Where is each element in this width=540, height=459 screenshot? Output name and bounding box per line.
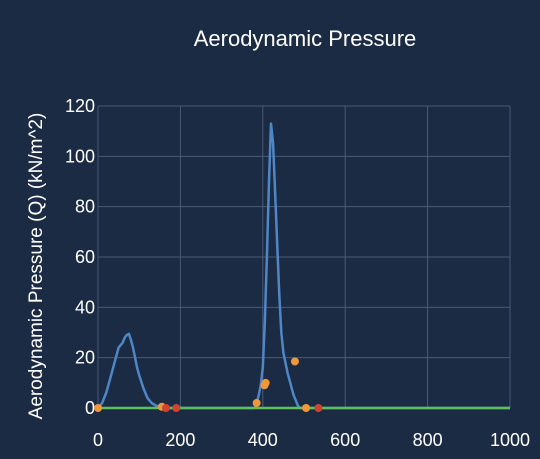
x-tick-label: 1000 [490,430,530,450]
x-tick-label: 0 [93,430,103,450]
event-marker-orange [302,404,311,412]
x-tick-label: 800 [413,430,443,450]
x-tick-label: 200 [165,430,195,450]
tick-layer: 0 200 400 600 800 1000 0 20 40 60 80 100 120 [65,96,530,450]
event-marker-red [172,404,181,412]
y-tick-label: 80 [75,197,95,217]
chart-title: Aerodynamic Pressure [194,26,417,51]
event-marker-red [314,404,323,412]
x-tick-label: 400 [248,430,278,450]
event-marker-orange [94,404,102,412]
y-tick-label: 60 [75,247,95,267]
y-tick-label: 20 [75,348,95,368]
y-axis-label: Aerodynamic Pressure (Q) (kN/m^2) [26,113,47,420]
series-layer [97,122,510,410]
event-marker-orange [290,357,299,366]
y-tick-label: 100 [65,146,95,166]
y-tick-label: 0 [85,398,95,418]
event-marker-orange [252,398,261,407]
event-marker-orange [261,378,270,387]
event-layer [94,357,323,412]
event-marker-red [161,404,170,412]
x-tick-label: 600 [330,430,360,450]
y-tick-label: 40 [75,297,95,317]
pressure-series-line [97,122,510,410]
y-tick-label: 120 [65,96,95,116]
grid-layer [97,105,511,409]
